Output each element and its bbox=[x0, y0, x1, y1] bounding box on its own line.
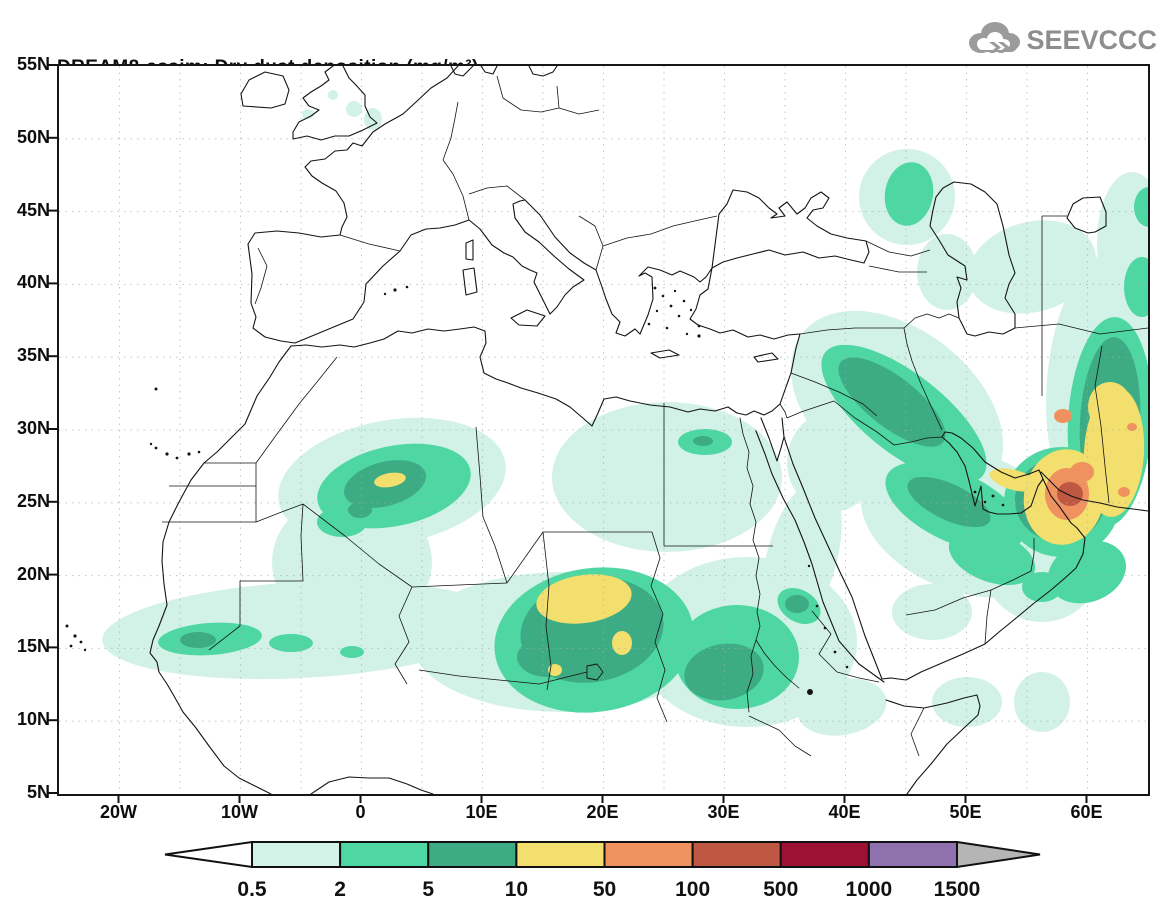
lat-tick-label: 35N bbox=[16, 345, 50, 366]
coast-red-sea-west bbox=[755, 430, 885, 683]
coastlines-layer bbox=[149, 66, 1148, 794]
lat-tick-label: 45N bbox=[16, 199, 50, 220]
colorbar: 0.5 2 5 10 50 100 500 1000 1500 bbox=[160, 839, 1050, 905]
lake-chad bbox=[586, 663, 604, 681]
colorbar-label: 1500 bbox=[934, 878, 981, 901]
lon-tick-label: 30E bbox=[707, 802, 740, 822]
coast-red-sea-east bbox=[783, 436, 883, 680]
map-canvas bbox=[57, 64, 1150, 796]
lon-tick-label: 10E bbox=[465, 802, 498, 822]
lat-tick-label: 25N bbox=[16, 490, 50, 511]
lon-tick-label: 0 bbox=[355, 802, 366, 822]
lat-tick-label: 40N bbox=[16, 272, 50, 293]
lat-tick-label: 5N bbox=[26, 782, 50, 802]
sea-black-sea bbox=[711, 189, 870, 269]
colorbar-label: 500 bbox=[763, 878, 798, 901]
river-nile bbox=[739, 417, 800, 713]
lat-tick-label: 30N bbox=[16, 418, 50, 438]
colorbar-label: 10 bbox=[505, 878, 528, 901]
lat-tick-label: 55N bbox=[16, 54, 50, 74]
lat-tick-label: 10N bbox=[16, 709, 50, 730]
lon-tick-label: 10W bbox=[220, 802, 258, 822]
island-sicily bbox=[510, 309, 546, 327]
island-sardinia bbox=[462, 267, 478, 296]
coast-africa-atlantic bbox=[149, 345, 292, 794]
coast-europe-mediterranean bbox=[247, 66, 801, 427]
lat-tick-label: 20N bbox=[16, 563, 50, 584]
colorbar-label: 0.5 bbox=[237, 878, 267, 901]
graticule-gridlines bbox=[59, 66, 1148, 794]
small-islands-layer bbox=[65, 285, 1005, 695]
island-corsica bbox=[465, 239, 474, 261]
sea-caspian bbox=[929, 181, 1016, 337]
colorbar-label: 2 bbox=[334, 878, 346, 901]
island-cyprus bbox=[753, 352, 779, 363]
island-crete bbox=[650, 349, 680, 359]
colorbar-label: 50 bbox=[593, 878, 616, 901]
coast-ireland bbox=[240, 71, 290, 109]
lon-tick-label: 20E bbox=[586, 802, 619, 822]
colorbar-label: 1000 bbox=[846, 878, 893, 901]
dust-deposition-layer bbox=[102, 90, 1148, 736]
coast-denmark bbox=[450, 66, 498, 77]
cloud-icon bbox=[964, 16, 1022, 65]
lon-tick-label: 20W bbox=[99, 802, 137, 822]
sea-aral bbox=[1066, 196, 1107, 234]
coast-sinai bbox=[760, 417, 785, 462]
lon-tick-label: 40E bbox=[828, 802, 861, 822]
country-borders-layer bbox=[162, 75, 1148, 757]
lat-tick-label: 15N bbox=[16, 636, 50, 657]
coast-gulf-of-guinea bbox=[310, 776, 434, 794]
logo-text: SEEVCCC bbox=[1026, 25, 1157, 55]
coast-makran bbox=[1040, 471, 1148, 512]
colorbar-label: 5 bbox=[422, 878, 434, 901]
seevccc-logo: SEEVCCC bbox=[964, 16, 1157, 65]
lon-tick-label: 60E bbox=[1070, 802, 1103, 822]
lat-tick-label: 50N bbox=[16, 126, 50, 147]
lon-tick-label: 50E bbox=[949, 802, 982, 822]
colorbar-label: 100 bbox=[675, 878, 710, 901]
coast-sweden bbox=[528, 66, 558, 77]
coast-arabia-and-gulf bbox=[881, 431, 1086, 681]
coast-britain bbox=[292, 66, 378, 141]
